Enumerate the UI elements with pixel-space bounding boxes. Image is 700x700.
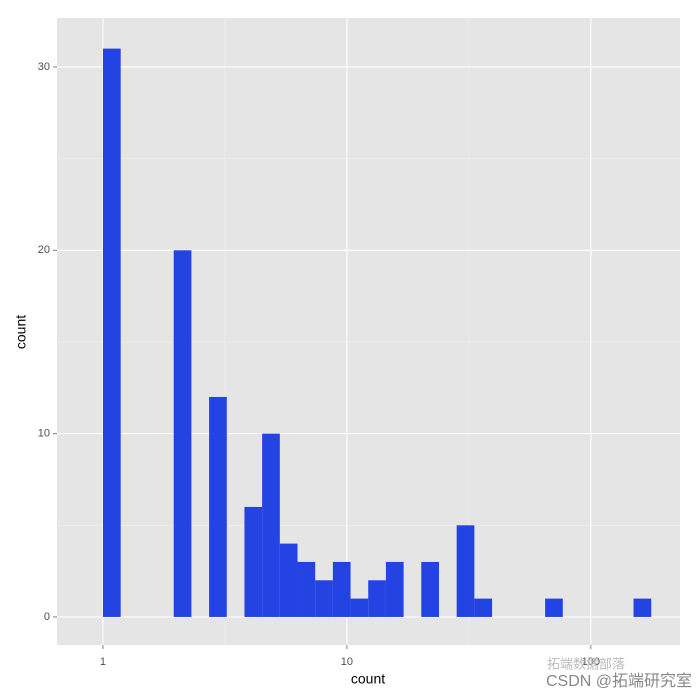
panel [57, 18, 680, 645]
bar [633, 598, 652, 617]
bar [315, 580, 333, 617]
bar [368, 580, 386, 617]
x-axis-label: count [351, 671, 385, 687]
bar [474, 598, 493, 617]
y-tick-label: 10 [38, 428, 50, 440]
x-tick-label: 1 [100, 656, 106, 668]
watermark: CSDN @拓端研究室 [546, 672, 692, 690]
bar [332, 561, 351, 617]
bar [102, 48, 121, 617]
x-tick-label: 10 [341, 656, 353, 668]
bar [545, 598, 563, 617]
bar [421, 561, 439, 617]
bar [456, 525, 475, 617]
y-tick-label: 20 [38, 244, 50, 256]
y-tick-label: 0 [44, 611, 50, 623]
bar [297, 561, 316, 617]
bar [173, 250, 192, 617]
y-axis-label: count [13, 315, 29, 349]
bar [209, 396, 227, 617]
bar [279, 543, 298, 617]
bar [244, 506, 263, 617]
x-tick-label: 100 [582, 656, 600, 668]
bar [385, 561, 404, 617]
bar [262, 433, 280, 617]
y-tick-label: 30 [38, 61, 50, 73]
watermark: 拓端数据部落 [547, 656, 625, 671]
bar [350, 598, 369, 617]
